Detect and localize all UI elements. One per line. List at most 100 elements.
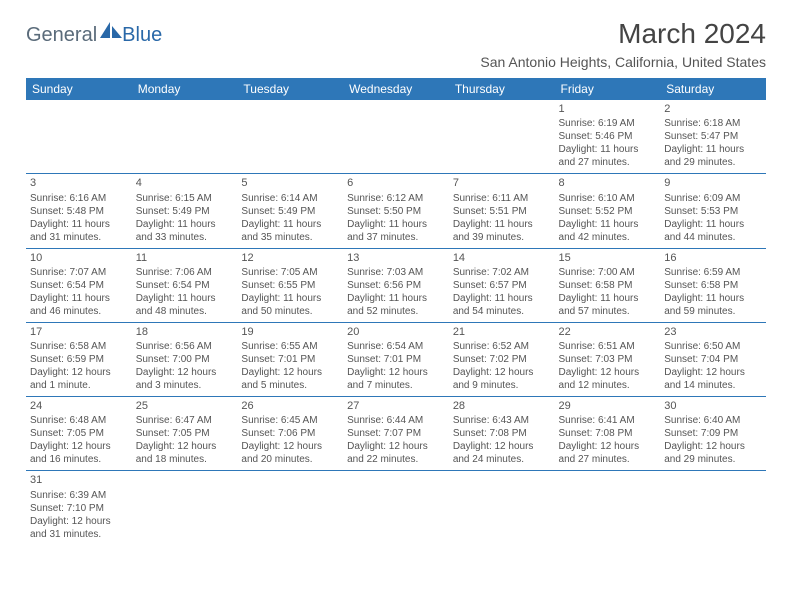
day-number: 16 [664,251,762,265]
sunrise-text: Sunrise: 6:48 AM [30,414,128,427]
sunset-text: Sunset: 7:10 PM [30,502,128,515]
day-number: 28 [453,399,551,413]
sunrise-text: Sunrise: 7:02 AM [453,266,551,279]
calendar-cell [132,471,238,545]
calendar-cell: 13Sunrise: 7:03 AMSunset: 6:56 PMDayligh… [343,248,449,322]
sunrise-text: Sunrise: 6:52 AM [453,340,551,353]
daylight-text: Daylight: 12 hours and 9 minutes. [453,366,551,392]
sunrise-text: Sunrise: 7:00 AM [559,266,657,279]
calendar-cell: 1Sunrise: 6:19 AMSunset: 5:46 PMDaylight… [555,100,661,174]
title-block: March 2024 San Antonio Heights, Californ… [480,18,766,76]
location-text: San Antonio Heights, California, United … [480,54,766,70]
calendar-cell: 24Sunrise: 6:48 AMSunset: 7:05 PMDayligh… [26,397,132,471]
day-number: 20 [347,325,445,339]
sunrise-text: Sunrise: 6:43 AM [453,414,551,427]
day-number: 4 [136,176,234,190]
calendar-cell: 6 Sunrise: 6:12 AMSunset: 5:50 PMDaylight… [343,174,449,248]
sunrise-text: Sunrise: 6:40 AM [664,414,762,427]
logo: General Blue [26,24,162,47]
daylight-text: Daylight: 11 hours and 35 minutes. [241,218,339,244]
sunrise-text: Sunrise: 6:51 AM [559,340,657,353]
daylight-text: Daylight: 11 hours and 59 minutes. [664,292,762,318]
sunset-text: Sunset: 7:00 PM [136,353,234,366]
day-header: Thursday [449,78,555,100]
calendar-body: 1Sunrise: 6:19 AMSunset: 5:46 PMDaylight… [26,100,766,545]
sunrise-text: Sunrise: 6:16 AM [30,192,128,205]
month-title: March 2024 [480,18,766,50]
page-header: General Blue March 2024 San Antonio Heig… [26,18,766,76]
sunset-text: Sunset: 7:05 PM [30,427,128,440]
calendar-cell: 16Sunrise: 6:59 AMSunset: 6:58 PMDayligh… [660,248,766,322]
calendar-cell: 2Sunrise: 6:18 AMSunset: 5:47 PMDaylight… [660,100,766,174]
day-header: Wednesday [343,78,449,100]
calendar-cell [26,100,132,174]
daylight-text: Daylight: 12 hours and 12 minutes. [559,366,657,392]
calendar-cell: 19Sunrise: 6:55 AMSunset: 7:01 PMDayligh… [237,322,343,396]
sunrise-text: Sunrise: 6:15 AM [136,192,234,205]
logo-text-b: Blue [122,24,162,47]
daylight-text: Daylight: 11 hours and 37 minutes. [347,218,445,244]
day-header: Monday [132,78,238,100]
sunrise-text: Sunrise: 6:39 AM [30,489,128,502]
sunrise-text: Sunrise: 6:55 AM [241,340,339,353]
day-number: 18 [136,325,234,339]
day-number: 6 [347,176,445,190]
calendar-cell: 22Sunrise: 6:51 AMSunset: 7:03 PMDayligh… [555,322,661,396]
daylight-text: Daylight: 12 hours and 24 minutes. [453,440,551,466]
calendar-cell: 12Sunrise: 7:05 AMSunset: 6:55 PMDayligh… [237,248,343,322]
sunrise-text: Sunrise: 6:45 AM [241,414,339,427]
sunrise-text: Sunrise: 6:56 AM [136,340,234,353]
day-number: 2 [664,102,762,116]
daylight-text: Daylight: 11 hours and 33 minutes. [136,218,234,244]
sunrise-text: Sunrise: 7:07 AM [30,266,128,279]
calendar-week-row: 17Sunrise: 6:58 AMSunset: 6:59 PMDayligh… [26,322,766,396]
day-number: 26 [241,399,339,413]
calendar-cell: 10Sunrise: 7:07 AMSunset: 6:54 PMDayligh… [26,248,132,322]
calendar-cell: 27Sunrise: 6:44 AMSunset: 7:07 PMDayligh… [343,397,449,471]
sunset-text: Sunset: 6:57 PM [453,279,551,292]
sunrise-text: Sunrise: 6:44 AM [347,414,445,427]
calendar-cell: 21Sunrise: 6:52 AMSunset: 7:02 PMDayligh… [449,322,555,396]
calendar-cell [237,471,343,545]
day-number: 19 [241,325,339,339]
sunrise-text: Sunrise: 7:05 AM [241,266,339,279]
sunrise-text: Sunrise: 6:18 AM [664,117,762,130]
sunrise-text: Sunrise: 6:09 AM [664,192,762,205]
sunset-text: Sunset: 6:54 PM [136,279,234,292]
daylight-text: Daylight: 11 hours and 54 minutes. [453,292,551,318]
sunrise-text: Sunrise: 7:06 AM [136,266,234,279]
sunset-text: Sunset: 5:47 PM [664,130,762,143]
day-number: 25 [136,399,234,413]
daylight-text: Daylight: 12 hours and 22 minutes. [347,440,445,466]
sunrise-text: Sunrise: 6:12 AM [347,192,445,205]
sunset-text: Sunset: 5:48 PM [30,205,128,218]
sunset-text: Sunset: 7:08 PM [453,427,551,440]
day-number: 12 [241,251,339,265]
day-number: 1 [559,102,657,116]
sunrise-text: Sunrise: 6:50 AM [664,340,762,353]
calendar-cell: 8Sunrise: 6:10 AMSunset: 5:52 PMDaylight… [555,174,661,248]
sunset-text: Sunset: 6:58 PM [664,279,762,292]
day-number: 11 [136,251,234,265]
calendar-cell: 29Sunrise: 6:41 AMSunset: 7:08 PMDayligh… [555,397,661,471]
daylight-text: Daylight: 11 hours and 39 minutes. [453,218,551,244]
daylight-text: Daylight: 11 hours and 31 minutes. [30,218,128,244]
sunset-text: Sunset: 7:02 PM [453,353,551,366]
sunset-text: Sunset: 6:55 PM [241,279,339,292]
logo-text-a: General [26,24,97,47]
day-header: Tuesday [237,78,343,100]
calendar-week-row: 24Sunrise: 6:48 AMSunset: 7:05 PMDayligh… [26,397,766,471]
calendar-cell [237,100,343,174]
sunset-text: Sunset: 7:01 PM [241,353,339,366]
sunset-text: Sunset: 7:07 PM [347,427,445,440]
day-number: 27 [347,399,445,413]
daylight-text: Daylight: 12 hours and 20 minutes. [241,440,339,466]
calendar-cell: 25Sunrise: 6:47 AMSunset: 7:05 PMDayligh… [132,397,238,471]
day-header: Saturday [660,78,766,100]
sunset-text: Sunset: 5:49 PM [241,205,339,218]
calendar-week-row: 1Sunrise: 6:19 AMSunset: 5:46 PMDaylight… [26,100,766,174]
calendar-cell [343,471,449,545]
sunset-text: Sunset: 5:49 PM [136,205,234,218]
sunset-text: Sunset: 5:50 PM [347,205,445,218]
day-number: 21 [453,325,551,339]
